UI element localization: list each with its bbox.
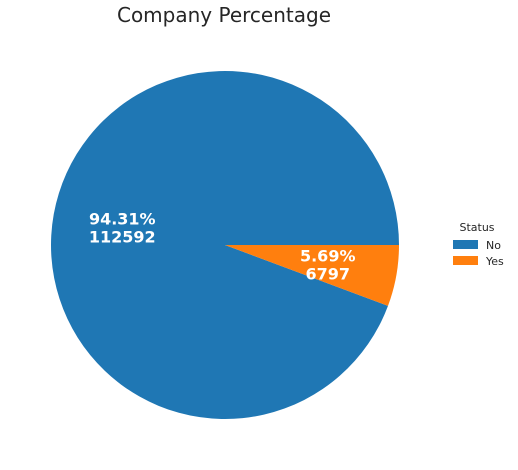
legend-items: No Yes (453, 239, 504, 268)
slice-percent-label: 94.31% (89, 209, 156, 228)
legend: Status No Yes (453, 221, 504, 268)
pie-slice-yes (225, 245, 399, 306)
pie-slices (51, 71, 400, 420)
slice-count-label: 6797 (305, 265, 350, 284)
legend-title: Status (459, 221, 494, 234)
slice-percent-label: 5.69% (300, 247, 356, 266)
legend-label-no: No (486, 239, 501, 252)
pie-slice-no (51, 71, 400, 420)
pie-labels: 94.31%112592 5.69%6797 (89, 209, 356, 283)
chart-title: Company Percentage (117, 3, 331, 27)
slice-count-label: 112592 (89, 227, 156, 246)
legend-label-yes: Yes (485, 255, 504, 268)
legend-swatch-no (453, 240, 478, 249)
legend-swatch-yes (453, 256, 478, 265)
